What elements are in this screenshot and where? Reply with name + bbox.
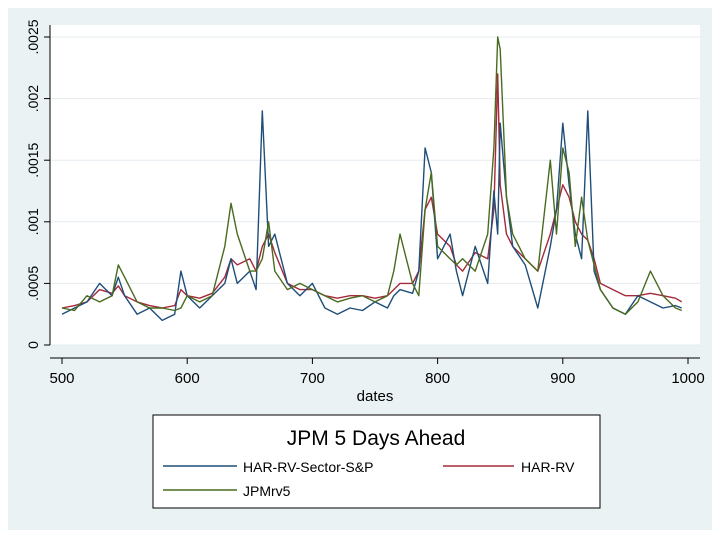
x-ticks: 500 600 700 800 900 1000 <box>49 358 705 387</box>
legend: JPM 5 Days Ahead HAR-RV-Sector-S&P HAR-R… <box>152 414 601 509</box>
x-tick-label: 500 <box>49 370 74 387</box>
y-tick-label: 0 <box>25 341 41 349</box>
x-tick-label: 900 <box>550 370 575 387</box>
y-ticks: 0 .0005 .001 .0015 .002 .0025 <box>25 19 50 349</box>
x-tick-label: 600 <box>175 370 200 387</box>
y-tick-label: .0015 <box>25 142 41 177</box>
y-tick-label: .0005 <box>25 266 41 301</box>
x-tick-label: 1000 <box>671 370 704 387</box>
series-line-har-rv-sector <box>61 110 682 322</box>
axes <box>49 25 700 359</box>
legend-label-har-rv: HAR-RV <box>521 459 575 475</box>
legend-label-har-rv-sector: HAR-RV-Sector-S&P <box>243 459 373 475</box>
legend-label-jpmrv5: JPMrv5 <box>243 483 291 499</box>
y-tick-label: .001 <box>25 208 41 235</box>
x-axis-label: dates <box>357 388 394 405</box>
x-tick-label: 700 <box>300 370 325 387</box>
chart-title: JPM 5 Days Ahead <box>287 427 466 450</box>
legend-box <box>152 414 601 509</box>
series-line-jpmrv5 <box>61 36 682 315</box>
y-tick-label: .0025 <box>25 19 41 54</box>
series-lines <box>61 36 683 322</box>
series-line-har-rv <box>61 73 683 309</box>
x-tick-label: 800 <box>425 370 450 387</box>
y-tick-label: .002 <box>25 85 41 112</box>
plot-area <box>50 25 700 345</box>
